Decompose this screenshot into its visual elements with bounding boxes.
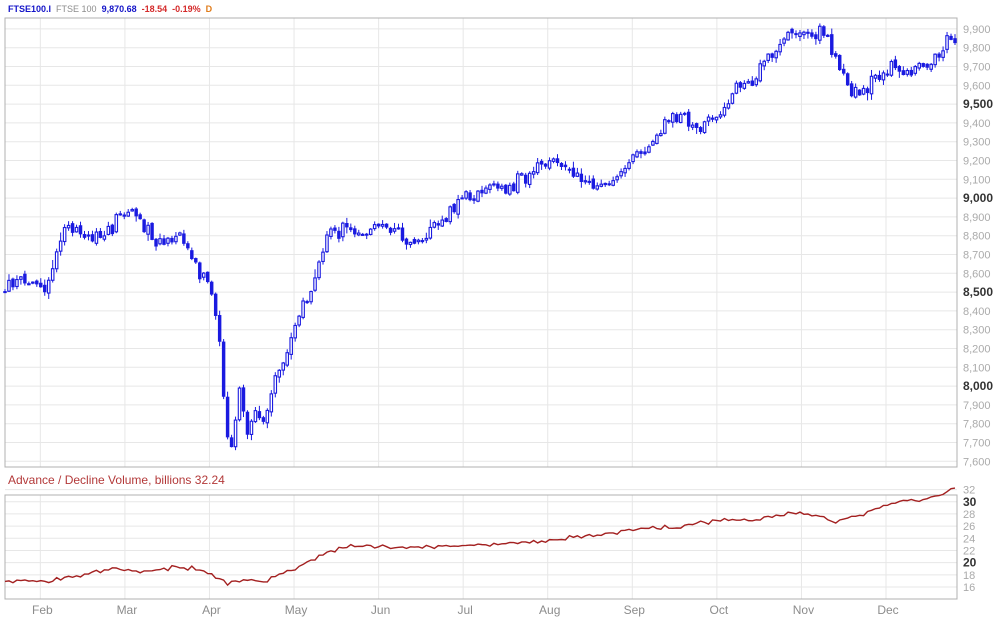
svg-text:9,600: 9,600 [963,80,991,92]
svg-text:8,000: 8,000 [963,379,993,393]
svg-text:8,300: 8,300 [963,325,991,337]
svg-text:Feb: Feb [32,603,53,617]
svg-text:8,600: 8,600 [963,268,991,280]
svg-text:9,800: 9,800 [963,43,991,55]
svg-text:Sep: Sep [624,603,646,617]
svg-text:Nov: Nov [793,603,814,617]
svg-text:Mar: Mar [117,603,138,617]
svg-text:9,500: 9,500 [963,97,993,111]
svg-text:32: 32 [963,485,975,497]
svg-text:9,200: 9,200 [963,156,991,168]
svg-text:9,400: 9,400 [963,118,991,130]
svg-text:Oct: Oct [710,603,729,617]
svg-text:18: 18 [963,570,975,582]
svg-text:8,800: 8,800 [963,231,991,243]
svg-text:Dec: Dec [877,603,898,617]
svg-text:8,200: 8,200 [963,344,991,356]
svg-text:Jul: Jul [458,603,473,617]
svg-text:7,900: 7,900 [963,400,991,412]
svg-text:9,900: 9,900 [963,24,991,36]
svg-text:9,700: 9,700 [963,62,991,74]
svg-text:8,900: 8,900 [963,212,991,224]
svg-text:8,100: 8,100 [963,362,991,374]
svg-text:8,500: 8,500 [963,285,993,299]
svg-text:8,700: 8,700 [963,250,991,262]
svg-text:8,400: 8,400 [963,306,991,318]
svg-text:Apr: Apr [202,603,221,617]
svg-text:May: May [285,603,308,617]
svg-text:30: 30 [963,495,977,509]
svg-text:16: 16 [963,582,975,594]
svg-text:22: 22 [963,545,975,557]
svg-text:26: 26 [963,521,975,533]
svg-text:7,700: 7,700 [963,438,991,450]
svg-text:Aug: Aug [539,603,560,617]
svg-text:9,100: 9,100 [963,174,991,186]
svg-text:24: 24 [963,533,975,545]
svg-text:28: 28 [963,509,975,521]
svg-text:7,600: 7,600 [963,456,991,468]
svg-text:9,300: 9,300 [963,137,991,149]
svg-text:20: 20 [963,556,977,570]
svg-text:9,000: 9,000 [963,191,993,205]
svg-text:7,800: 7,800 [963,419,991,431]
svg-text:Jun: Jun [371,603,390,617]
